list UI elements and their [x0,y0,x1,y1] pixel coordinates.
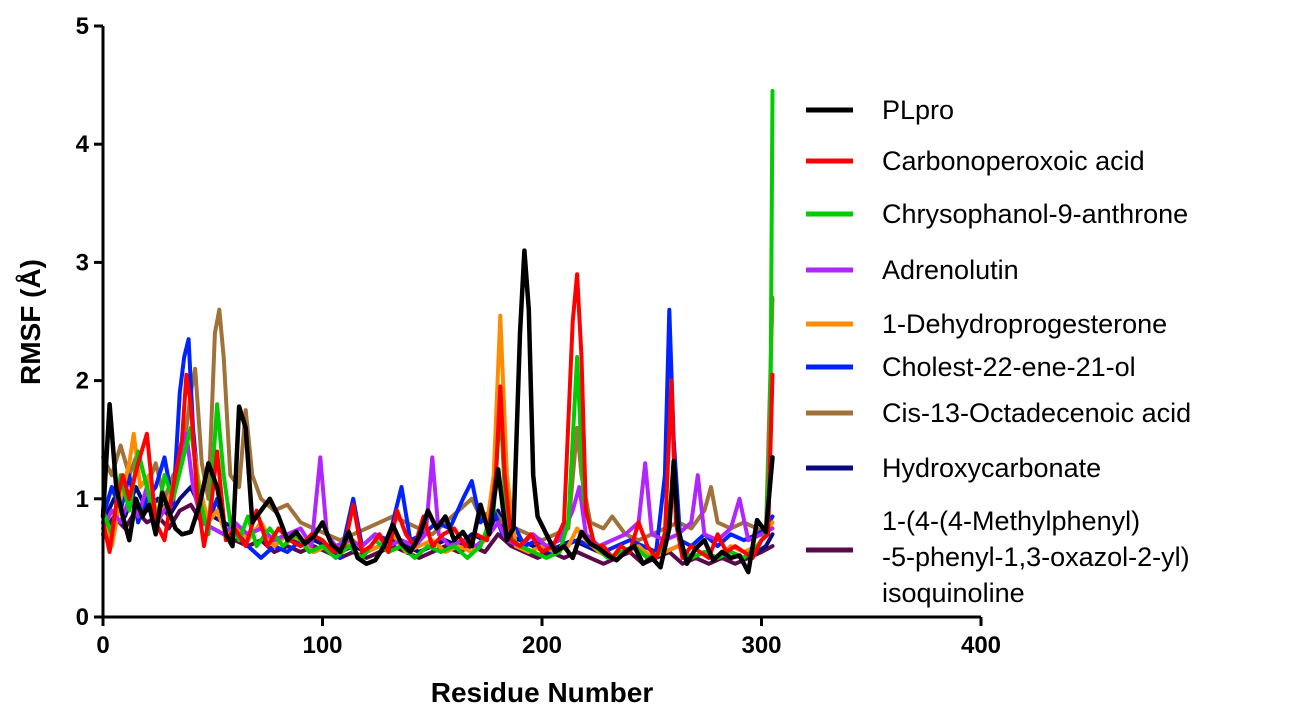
y-axis-title: RMSF (Å) [15,259,46,385]
legend-item: Cholest-22-ene-21-ol [806,352,1136,382]
legend-item: 1-Dehydroprogesterone [806,309,1167,339]
legend-item: PLpro [806,95,954,125]
legend-label: Cholest-22-ene-21-ol [882,352,1136,382]
y-tick-label: 4 [76,131,90,158]
x-ticks: 0 100 200 300 400 [96,617,1001,659]
x-tick-label: 400 [961,632,1001,659]
x-tick-label: 0 [96,632,109,659]
legend-item: Cis-13-Octadecenoic acid [806,398,1191,428]
legend-item: Hydroxycarbonate [806,453,1101,483]
legend-label: Hydroxycarbonate [882,453,1101,483]
y-tick-label: 5 [76,13,89,40]
x-tick-label: 200 [522,632,562,659]
legend-label: 1-Dehydroprogesterone [882,309,1167,339]
series-line-3 [101,431,775,549]
x-tick-label: 300 [741,632,781,659]
legend-label: PLpro [882,95,954,125]
y-tick-label: 3 [76,249,89,276]
legend-item: Chrysophanol-9-anthrone [806,199,1188,229]
y-tick-label: 0 [76,604,89,631]
x-axis-title: Residue Number [431,677,654,708]
legend-label: Cis-13-Octadecenoic acid [882,398,1191,428]
plot-series [100,89,775,575]
legend-label: Carbonoperoxoic acid [882,146,1145,176]
x-tick-label: 100 [302,632,342,659]
series-line-0 [100,248,775,575]
y-tick-label: 2 [76,368,89,395]
legend-label: Chrysophanol-9-anthrone [882,199,1188,229]
legend-item: Adrenolutin [806,255,1019,285]
y-ticks: 0 1 2 3 4 5 [76,13,103,631]
legend-label: Adrenolutin [882,255,1019,285]
legend-item: 1-(4-(4-Methylphenyl) -5-phenyl-1,3-oxaz… [806,506,1197,608]
y-tick-label: 1 [76,486,89,513]
legend-label: 1-(4-(4-Methylphenyl) -5-phenyl-1,3-oxaz… [882,506,1197,608]
legend: PLpro Carbonoperoxoic acid Chrysophanol-9-… [806,95,1197,608]
legend-item: Carbonoperoxoic acid [806,146,1145,176]
